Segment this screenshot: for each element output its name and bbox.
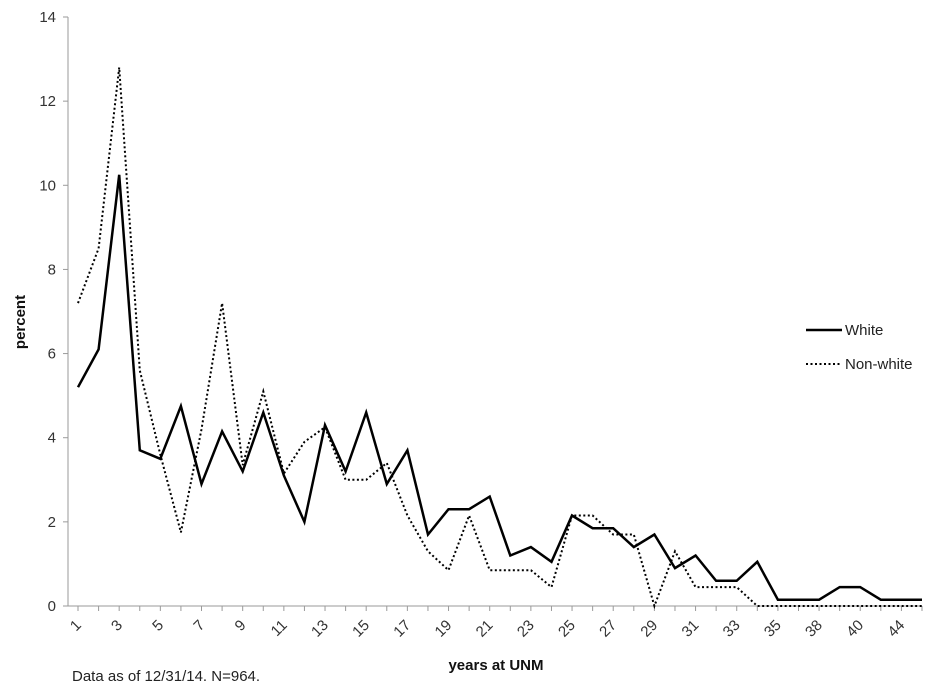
x-tick-label: 38 (802, 617, 826, 641)
legend-label-white: White (845, 322, 883, 339)
x-tick-label: 25 (555, 617, 579, 641)
x-tick-label: 40 (843, 617, 867, 641)
y-tick-label: 8 (48, 261, 56, 278)
y-axis-title: percent (12, 295, 29, 349)
x-tick-label: 1 (67, 617, 85, 635)
x-tick-label: 31 (679, 617, 703, 641)
x-tick-label: 27 (596, 617, 620, 641)
x-tick-label: 35 (761, 617, 785, 641)
series-line-non-white (77, 67, 922, 610)
y-tick-label: 6 (48, 346, 56, 363)
y-tick-label: 10 (39, 177, 56, 194)
x-tick-label: 7 (190, 617, 208, 635)
x-tick-label: 29 (637, 617, 661, 641)
x-tick-label: 3 (108, 617, 126, 635)
y-tick-label: 4 (48, 430, 56, 447)
x-tick-label: 17 (390, 617, 414, 641)
series-lines (76, 67, 922, 610)
x-tick-label: 44 (884, 617, 908, 641)
legend-label-non-white: Non-white (845, 356, 913, 373)
x-tick-labels: 1 3 5 7 9 11 13 15 17 19 21 23 25 27 29 31 33 35 38 40 44 (67, 617, 908, 641)
chart-axes (63, 16, 923, 611)
x-axis-title: years at UNM (448, 657, 543, 674)
legend: White Non-white (806, 322, 913, 373)
x-tick-label: 33 (720, 617, 744, 641)
x-tick-label: 21 (473, 617, 497, 641)
x-tick-label: 19 (432, 617, 456, 641)
x-tick-label: 11 (268, 617, 291, 640)
x-tick-label: 5 (149, 617, 167, 635)
footnote: Data as of 12/31/14. N=964. (72, 668, 261, 685)
x-tick-label: 9 (232, 617, 250, 635)
y-tick-label: 14 (39, 9, 56, 26)
y-tick-label: 2 (48, 514, 56, 531)
x-tick-label: 15 (349, 617, 373, 641)
x-tick-label: 23 (514, 617, 538, 641)
y-tick-label: 12 (39, 93, 56, 110)
x-tick-label: 13 (308, 617, 332, 641)
y-tick-labels: 0 2 4 6 8 10 12 14 (39, 9, 56, 615)
series-line-white (76, 174, 922, 601)
y-tick-label: 0 (48, 598, 56, 615)
